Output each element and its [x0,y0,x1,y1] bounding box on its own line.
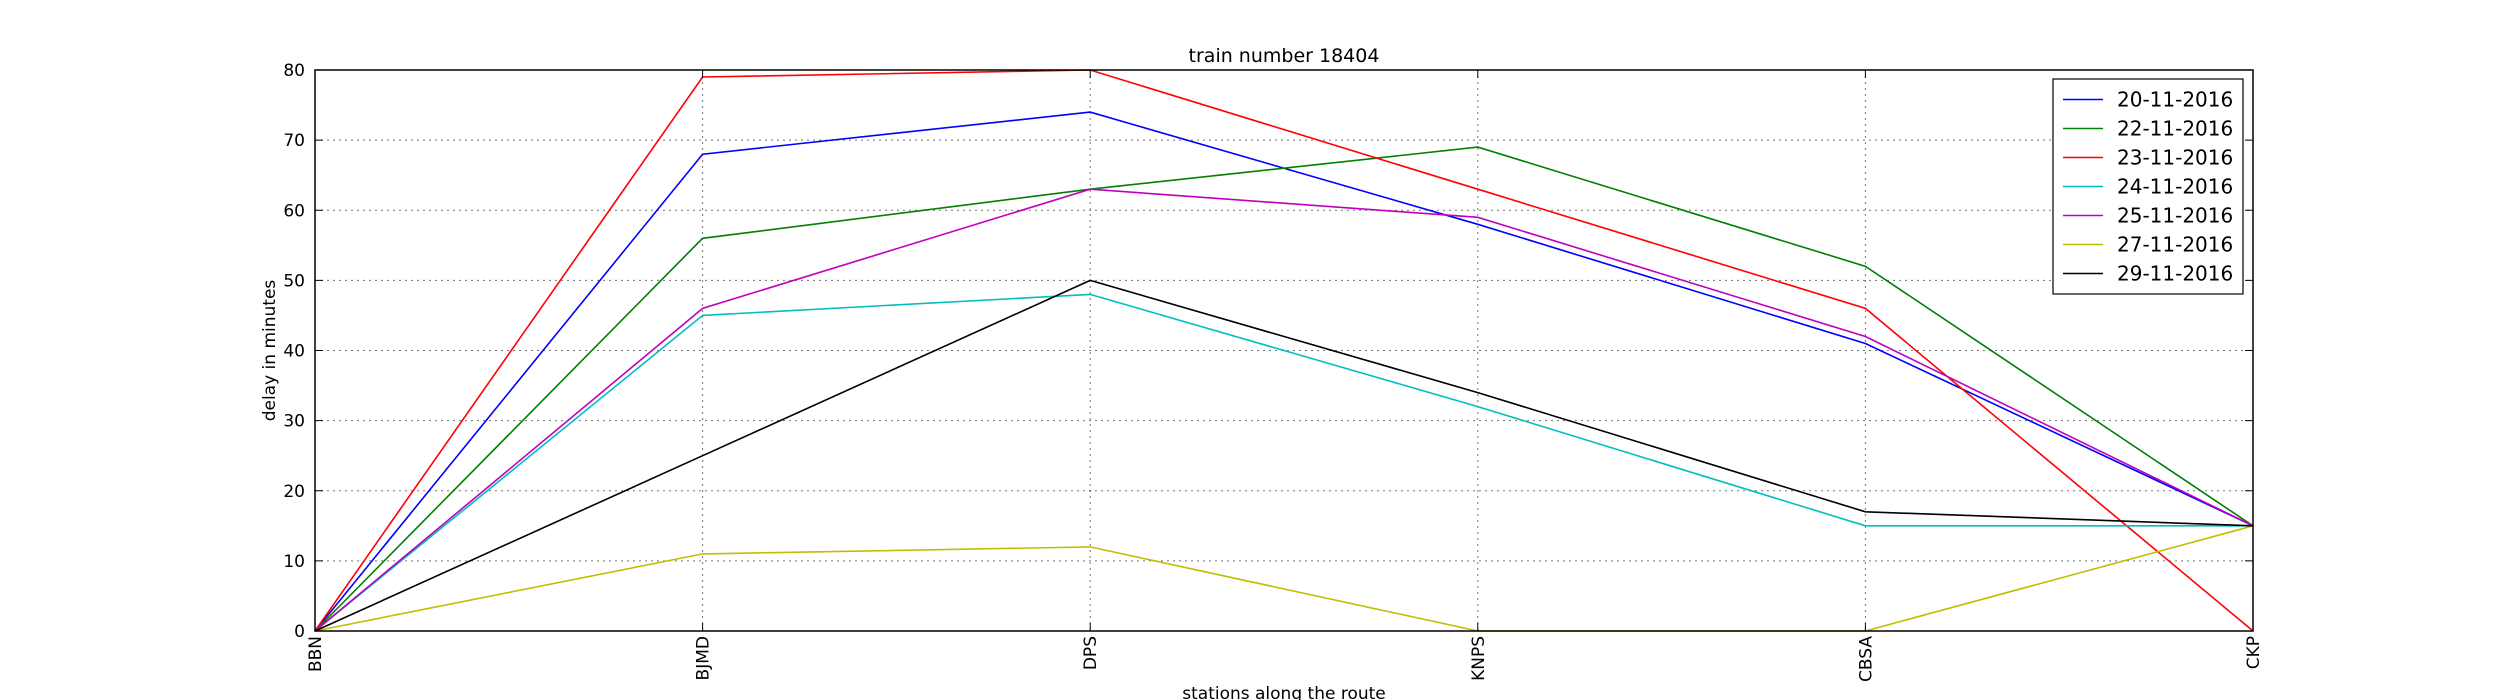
x-tick-label: BBN [306,636,326,672]
x-tick-label: CBSA [1856,636,1876,682]
y-tick-label: 80 [283,61,305,81]
x-axis-label: stations along the route [1182,684,1386,700]
series-line [314,279,2254,632]
chart-title: train number 18404 [1189,45,1380,67]
series-line [314,69,2254,632]
y-tick-label: 20 [283,482,305,502]
y-tick-label: 60 [283,201,305,221]
series-line [314,146,2254,632]
x-tick-label: DPS [1081,636,1101,670]
legend-label: 24-11-2016 [2117,175,2233,199]
series-lines [314,69,2254,632]
y-tick-label: 0 [294,622,305,642]
legend: 20-11-2016 22-11-2016 23-11-2016 24-11-2016… [2052,78,2244,295]
y-tick-label: 70 [283,131,305,151]
legend-label: 22-11-2016 [2117,117,2233,141]
x-tick-label: KNPS [1469,636,1489,681]
legend-label: 23-11-2016 [2117,146,2233,170]
legend-label: 25-11-2016 [2117,204,2233,228]
y-tick-label: 30 [283,412,305,432]
y-tick-label: 10 [283,552,305,572]
series-line [314,525,2254,632]
x-tick-label: CKP [2244,636,2264,669]
legend-label: 27-11-2016 [2117,233,2233,257]
x-tick-label: BJMD [694,636,714,680]
legend-label: 20-11-2016 [2117,88,2233,112]
y-tick-label: 40 [283,342,305,362]
legend-label: 29-11-2016 [2117,262,2233,286]
y-tick-label: 50 [283,271,305,291]
series-line [314,188,2254,632]
series-line [314,293,2253,632]
y-axis-label: delay in minutes [260,280,280,422]
axis-ticks: 0 10 20 30 40 50 60 70 80 BBN BJMD DPS KNPS CBSA CKP [283,61,2264,682]
